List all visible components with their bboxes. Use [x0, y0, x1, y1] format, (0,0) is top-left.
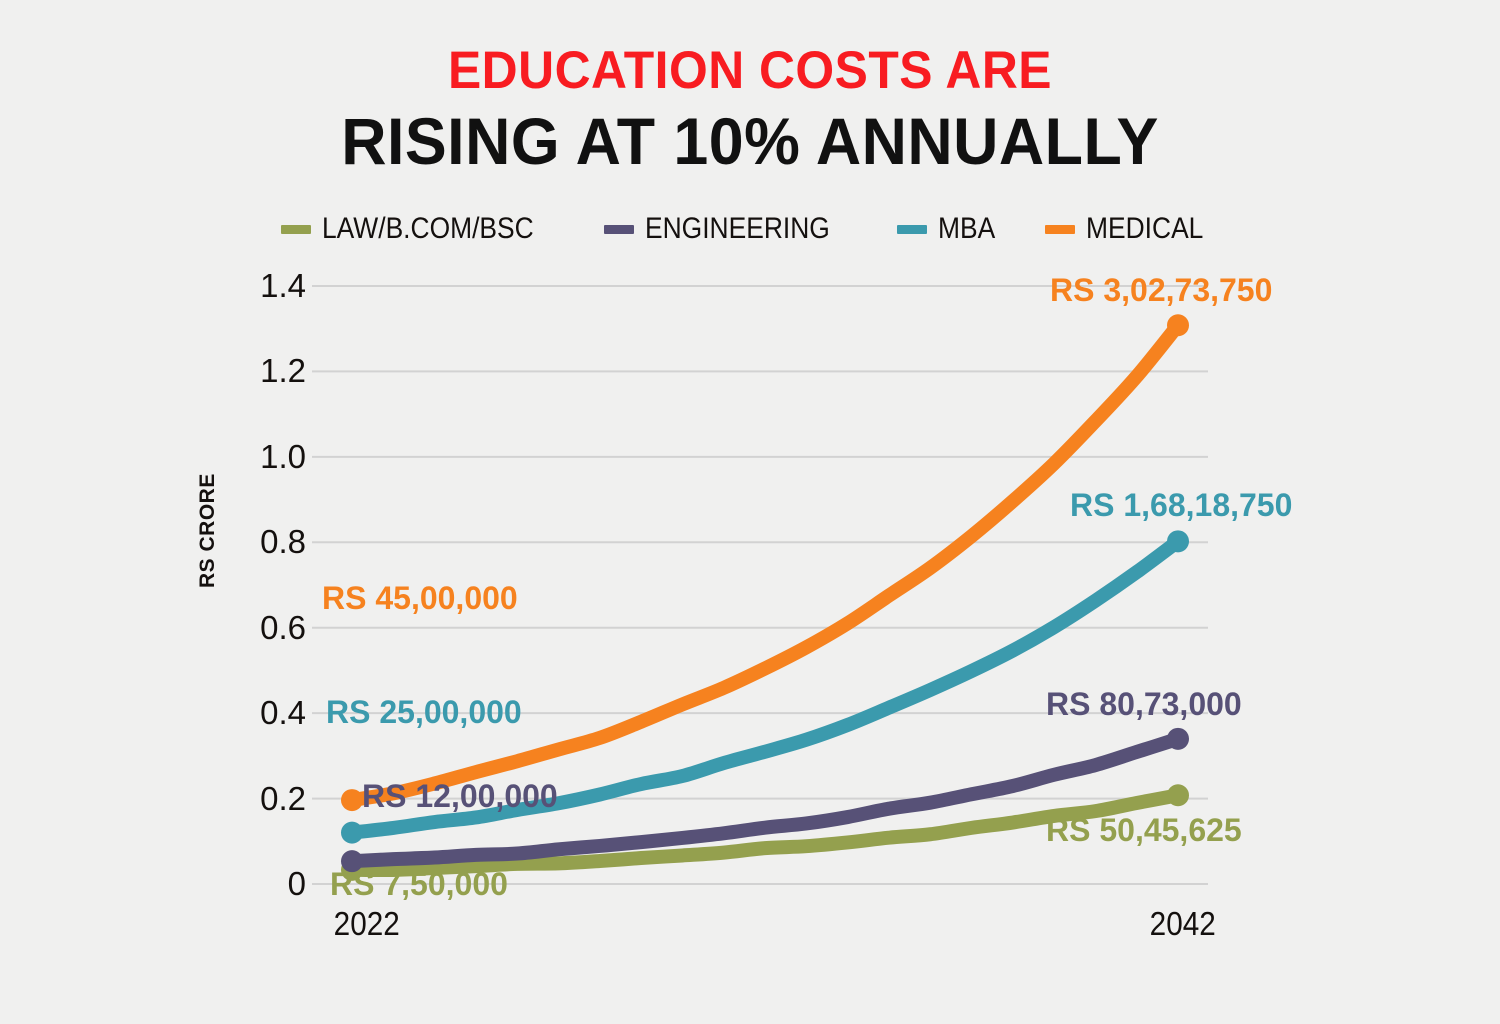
title-line-1: EDUCATION COSTS ARE: [447, 41, 1053, 100]
y-axis-tick-label: 1.2: [260, 352, 306, 390]
callout-law-start: RS 7,50,000: [330, 866, 508, 902]
chart-legend: LAW/B.COM/BSC ENGINEERING MBA MEDICAL: [0, 212, 1500, 246]
legend-swatch-engineering: [604, 224, 635, 234]
legend-swatch-medical: [1045, 224, 1076, 234]
y-axis-ticks: 1.4 1.2 1.0 0.8 0.6 0.4 0.2 0: [238, 0, 306, 1024]
series-point-end: [1167, 727, 1189, 750]
y-axis-tick-label: 1.4: [260, 267, 306, 304]
x-axis-tick-end: 2042: [1149, 905, 1216, 942]
series-line-engineering: [345, 731, 1185, 869]
title-block: EDUCATION COSTS ARE RISING AT 10% ANNUAL…: [0, 44, 1500, 174]
legend-label-mba: MBA: [938, 212, 996, 245]
callout-mba-end: RS 1,68,18,750: [1070, 487, 1293, 523]
legend-label-engineering: ENGINEERING: [645, 212, 830, 245]
callout-mba-start: RS 25,00,000: [326, 694, 522, 730]
y-axis-title: RS CRORE: [196, 473, 219, 588]
callout-medical-start: RS 45,00,000: [322, 580, 518, 616]
legend-swatch-law: [280, 224, 311, 234]
series-line-medical: [345, 318, 1185, 808]
series-line-law-b-com-bsc: [345, 788, 1185, 878]
y-axis-tick-label: 0.4: [260, 694, 306, 732]
series-point-start: [341, 789, 363, 812]
title-line-2: RISING AT 10% ANNUALLY: [341, 104, 1159, 178]
series-point-start: [341, 850, 363, 873]
legend-item-engineering[interactable]: ENGINEERING: [604, 212, 855, 246]
x-axis-tick-start: 2022: [333, 905, 400, 942]
legend-item-medical[interactable]: MEDICAL: [1045, 212, 1219, 246]
series-point-end: [1167, 314, 1189, 337]
legend-item-law[interactable]: LAW/B.COM/BSC: [280, 212, 563, 246]
series-lines: [341, 314, 1189, 881]
legend-label-medical: MEDICAL: [1086, 212, 1204, 245]
y-axis-tick-label: 0.2: [260, 779, 306, 817]
y-axis-tick-label: 0.8: [260, 523, 306, 561]
callout-medical-end: RS 3,02,73,750: [1050, 272, 1273, 308]
series-point-end: [1167, 784, 1189, 807]
legend-item-mba[interactable]: MBA: [897, 212, 1003, 246]
series-point-start: [341, 821, 363, 844]
legend-label-law: LAW/B.COM/BSC: [321, 212, 534, 245]
series-point-end: [1167, 530, 1189, 553]
callout-law-end: RS 50,45,625: [1046, 812, 1242, 848]
legend-swatch-mba: [897, 224, 928, 234]
callout-engineering-end: RS 80,73,000: [1046, 686, 1242, 722]
y-axis-tick-label: 0.6: [260, 608, 306, 646]
y-axis-tick-label: 1.0: [260, 437, 306, 475]
y-axis-tick-label: 0: [287, 865, 306, 902]
series-line-mba: [345, 534, 1185, 840]
callout-engineering-start: RS 12,00,000: [362, 778, 558, 814]
